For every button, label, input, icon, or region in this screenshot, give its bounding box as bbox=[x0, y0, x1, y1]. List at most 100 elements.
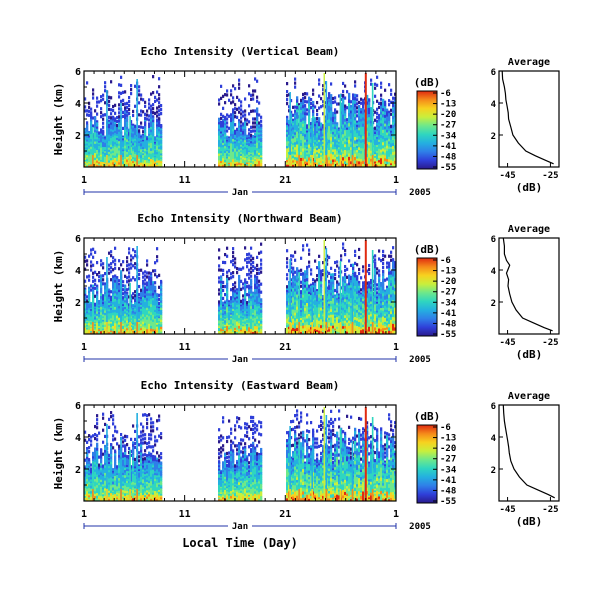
heatmap-cell bbox=[294, 259, 296, 262]
heatmap-cell bbox=[232, 275, 234, 278]
heatmap-cell bbox=[94, 287, 96, 290]
heatmap-cell bbox=[292, 294, 294, 298]
heatmap-cell bbox=[306, 294, 308, 298]
heatmap-cell bbox=[258, 268, 260, 271]
heatmap-cell bbox=[128, 96, 130, 99]
heatmap-cell bbox=[348, 127, 350, 131]
heatmap-cell bbox=[378, 106, 380, 109]
heatmap-cell bbox=[130, 262, 132, 265]
heatmap-cell bbox=[316, 109, 318, 112]
heatmap-cell bbox=[252, 93, 254, 96]
heatmap-cell bbox=[92, 272, 94, 275]
heatmap-cell bbox=[90, 248, 92, 251]
heatmap-cell bbox=[114, 263, 116, 266]
heatmap-cell bbox=[302, 139, 304, 143]
heatmap-cell bbox=[142, 126, 144, 129]
heatmap-cell bbox=[156, 114, 158, 117]
heatmap-cell bbox=[354, 110, 356, 114]
heatmap-cell bbox=[304, 285, 306, 288]
heatmap-cell bbox=[348, 120, 350, 124]
heatmap-cell bbox=[348, 143, 350, 147]
heatmap-cell bbox=[392, 128, 394, 132]
heatmap-cell bbox=[306, 269, 308, 273]
heatmap-cell bbox=[154, 273, 156, 276]
heatmap-streak bbox=[372, 83, 374, 167]
heatmap-cell bbox=[220, 269, 222, 272]
heatmap-cell bbox=[156, 110, 158, 113]
heatmap-cell bbox=[232, 96, 234, 99]
heatmap-cell bbox=[140, 94, 142, 97]
heatmap-cell bbox=[328, 126, 330, 130]
heatmap-cell bbox=[368, 158, 370, 162]
heatmap-cell bbox=[306, 112, 308, 115]
heatmap-cell bbox=[126, 280, 128, 283]
heatmap-cell bbox=[110, 112, 112, 115]
heatmap-cell bbox=[302, 161, 304, 165]
heatmap-cell bbox=[384, 144, 386, 147]
heatmap-cell bbox=[86, 263, 88, 266]
heatmap-cell bbox=[368, 139, 370, 143]
heatmap-cell bbox=[222, 297, 224, 300]
heatmap-cell bbox=[138, 113, 140, 116]
heatmap-cell bbox=[130, 84, 132, 87]
heatmap bbox=[84, 73, 396, 168]
heatmap-cell bbox=[302, 93, 304, 96]
heatmap-cell bbox=[296, 304, 298, 308]
heatmap-cell bbox=[134, 294, 136, 297]
heatmap-cell bbox=[382, 99, 384, 103]
heatmap-cell bbox=[362, 136, 364, 140]
heatmap-cell bbox=[308, 132, 310, 136]
heatmap-cell bbox=[124, 90, 126, 93]
heatmap-cell bbox=[226, 271, 228, 274]
heatmap-cell bbox=[308, 122, 310, 126]
heatmap-cell bbox=[248, 120, 250, 123]
heatmap-cell bbox=[252, 89, 254, 92]
heatmap bbox=[84, 240, 396, 335]
heatmap-cell bbox=[376, 108, 378, 111]
heatmap-cell bbox=[256, 264, 258, 267]
heatmap-streak bbox=[289, 155, 291, 167]
heatmap-cell bbox=[102, 282, 104, 285]
heatmap-cell bbox=[160, 112, 162, 115]
heatmap-cell bbox=[96, 105, 98, 108]
heatmap-cell bbox=[294, 78, 296, 81]
heatmap-cell bbox=[234, 111, 236, 114]
heatmap-cell bbox=[376, 116, 378, 119]
heatmap-cell bbox=[120, 92, 122, 95]
heatmap-cell bbox=[152, 75, 154, 78]
heatmap-cell bbox=[110, 96, 112, 99]
heatmap-cell bbox=[330, 124, 332, 128]
heatmap-cell bbox=[304, 302, 306, 305]
heatmap-cell bbox=[126, 276, 128, 279]
heatmap-cell bbox=[330, 150, 332, 154]
heatmap-cell bbox=[302, 114, 304, 118]
heatmap-cell bbox=[90, 284, 92, 287]
heatmap-cell bbox=[286, 249, 288, 252]
heatmap-cell bbox=[156, 98, 158, 101]
average-title: Average bbox=[508, 57, 550, 68]
heatmap-cell bbox=[112, 109, 114, 112]
heatmap-cell bbox=[368, 142, 370, 146]
heatmap-cell bbox=[294, 251, 296, 254]
heatmap-cell bbox=[302, 155, 304, 159]
heatmap-cell bbox=[334, 96, 336, 99]
heatmap-cell bbox=[362, 102, 364, 106]
heatmap-cell bbox=[346, 118, 348, 121]
heatmap-cell bbox=[306, 275, 308, 279]
heatmap-cell bbox=[362, 139, 364, 143]
heatmap-cell bbox=[104, 89, 106, 92]
heatmap-cell bbox=[328, 153, 330, 157]
heatmap-cell bbox=[238, 99, 240, 102]
heatmap-cell bbox=[328, 157, 330, 161]
heatmap-cell bbox=[342, 108, 344, 112]
average-y-tick-label: 2 bbox=[491, 132, 496, 142]
heatmap-cell bbox=[120, 84, 122, 87]
heatmap-cell bbox=[312, 101, 314, 105]
heatmap-cell bbox=[114, 247, 116, 250]
heatmap-cell bbox=[344, 110, 346, 113]
heatmap-cell bbox=[100, 99, 102, 102]
heatmap-cell bbox=[380, 82, 382, 85]
heatmap-cell bbox=[222, 273, 224, 276]
heatmap-cell bbox=[148, 114, 150, 117]
heatmap-cell bbox=[354, 147, 356, 151]
